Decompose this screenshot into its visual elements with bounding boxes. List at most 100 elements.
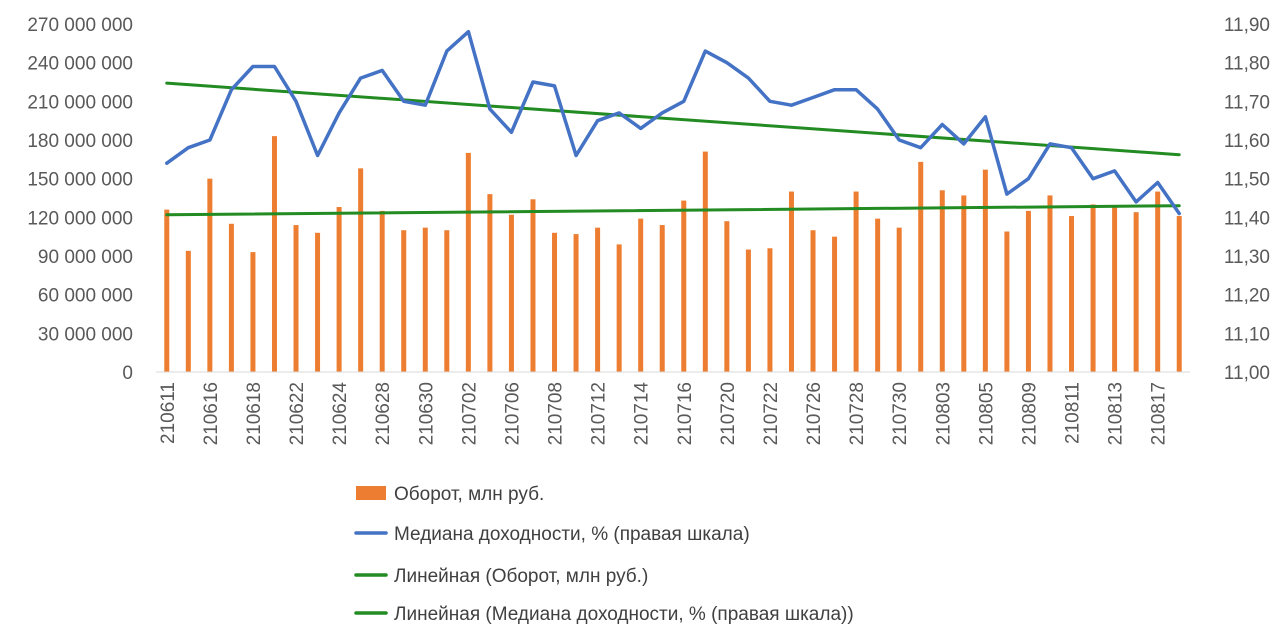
bar bbox=[465, 152, 471, 372]
bar bbox=[207, 178, 213, 372]
legend-label: Медиана доходности, % (правая шкала) bbox=[394, 524, 750, 545]
bar bbox=[552, 232, 558, 372]
y-right-tick-label: 11,80 bbox=[1224, 54, 1270, 75]
bar bbox=[810, 230, 816, 372]
y-right-tick-label: 11,90 bbox=[1224, 15, 1270, 36]
bar bbox=[228, 223, 234, 372]
y-right-tick-label: 11,30 bbox=[1224, 247, 1270, 268]
bar bbox=[379, 210, 385, 372]
bar bbox=[875, 218, 881, 372]
y-left-tick-label: 120 000 000 bbox=[27, 208, 133, 229]
x-tick-label: 210624 bbox=[330, 382, 351, 446]
y-left-tick-label: 0 bbox=[122, 363, 133, 384]
x-tick-label: 210809 bbox=[1019, 382, 1040, 445]
bar bbox=[939, 190, 945, 372]
x-tick-label: 210726 bbox=[804, 382, 825, 445]
y-right-tick-label: 11,00 bbox=[1224, 363, 1270, 384]
x-tick-label: 210714 bbox=[632, 382, 653, 446]
bar bbox=[638, 218, 644, 372]
x-tick-label: 210618 bbox=[244, 382, 265, 445]
bar bbox=[250, 252, 256, 372]
bar bbox=[1112, 207, 1118, 372]
x-tick-label: 210722 bbox=[761, 382, 782, 445]
x-tick-label: 210803 bbox=[933, 382, 954, 445]
y-right-tick-label: 11,50 bbox=[1224, 170, 1270, 191]
bar bbox=[961, 195, 967, 372]
y-left-tick-label: 180 000 000 bbox=[27, 131, 133, 152]
bar bbox=[982, 169, 988, 372]
bar bbox=[853, 191, 859, 372]
x-tick-label: 210622 bbox=[287, 382, 308, 445]
bar bbox=[315, 232, 321, 372]
bar bbox=[595, 227, 601, 372]
x-tick-label: 210730 bbox=[890, 382, 911, 445]
bar bbox=[767, 248, 773, 372]
bar bbox=[918, 161, 924, 372]
x-tick-label: 210616 bbox=[201, 382, 222, 445]
legend-label: Линейная (Медиана доходности, % (правая … bbox=[394, 604, 854, 625]
bar bbox=[185, 250, 191, 372]
legend-label: Оборот, млн руб. bbox=[394, 484, 544, 505]
bar bbox=[1133, 212, 1139, 372]
y-left-tick-label: 210 000 000 bbox=[27, 92, 133, 113]
x-tick-label: 210628 bbox=[373, 382, 394, 445]
trendline-turnover bbox=[165, 204, 1181, 217]
x-tick-label: 210817 bbox=[1149, 382, 1170, 445]
x-tick-label: 210716 bbox=[675, 382, 696, 445]
x-tick-label: 210630 bbox=[416, 382, 437, 445]
bar bbox=[271, 136, 277, 372]
bar bbox=[1090, 204, 1096, 372]
y-left-tick-label: 240 000 000 bbox=[27, 54, 133, 75]
y-left-tick-label: 30 000 000 bbox=[38, 324, 133, 345]
bar bbox=[1047, 195, 1053, 372]
bar bbox=[702, 151, 708, 372]
x-tick-label: 210611 bbox=[158, 382, 179, 444]
bar bbox=[444, 230, 450, 372]
x-tick-label: 210712 bbox=[589, 382, 610, 445]
bar bbox=[1004, 231, 1010, 372]
x-tick-label: 210728 bbox=[847, 382, 868, 445]
bar bbox=[358, 168, 364, 372]
bar bbox=[681, 200, 687, 372]
bar bbox=[401, 230, 407, 372]
y-left-tick-label: 60 000 000 bbox=[38, 286, 133, 307]
y-right-tick-label: 11,10 bbox=[1224, 324, 1270, 345]
x-tick-label: 210720 bbox=[718, 382, 739, 445]
x-tick-label: 210813 bbox=[1106, 382, 1127, 445]
legend-label: Линейная (Оборот, млн руб.) bbox=[394, 566, 648, 587]
bar bbox=[896, 227, 902, 372]
x-tick-label: 210702 bbox=[459, 382, 480, 445]
bar bbox=[508, 214, 514, 372]
y-left-tick-label: 270 000 000 bbox=[27, 15, 133, 36]
bar bbox=[422, 227, 428, 372]
x-tick-label: 210811 bbox=[1063, 382, 1084, 444]
y-right-tick-label: 11,40 bbox=[1224, 208, 1270, 229]
legend-swatch-bar bbox=[356, 486, 386, 500]
bar bbox=[530, 199, 536, 372]
y-right-tick-label: 11,20 bbox=[1224, 286, 1270, 307]
y-left-tick-label: 90 000 000 bbox=[38, 247, 133, 268]
bar bbox=[659, 225, 665, 372]
x-tick-label: 210706 bbox=[502, 382, 523, 445]
bar bbox=[573, 234, 579, 372]
bar bbox=[788, 191, 794, 372]
bar bbox=[1069, 216, 1075, 372]
bar bbox=[745, 249, 751, 372]
bar bbox=[164, 209, 170, 372]
bar bbox=[724, 221, 730, 372]
bar bbox=[1155, 191, 1161, 372]
y-right-tick-label: 11,60 bbox=[1224, 131, 1270, 152]
bar bbox=[1176, 216, 1182, 372]
x-tick-label: 210805 bbox=[976, 382, 997, 445]
x-tick-label: 210708 bbox=[546, 382, 567, 445]
yield-line bbox=[165, 29, 1181, 216]
bar bbox=[293, 225, 299, 372]
bar bbox=[336, 207, 342, 372]
y-left-tick-label: 150 000 000 bbox=[27, 170, 133, 191]
bar bbox=[487, 194, 493, 372]
bar bbox=[1025, 210, 1031, 372]
bar bbox=[616, 244, 622, 372]
y-right-tick-label: 11,70 bbox=[1224, 92, 1270, 113]
